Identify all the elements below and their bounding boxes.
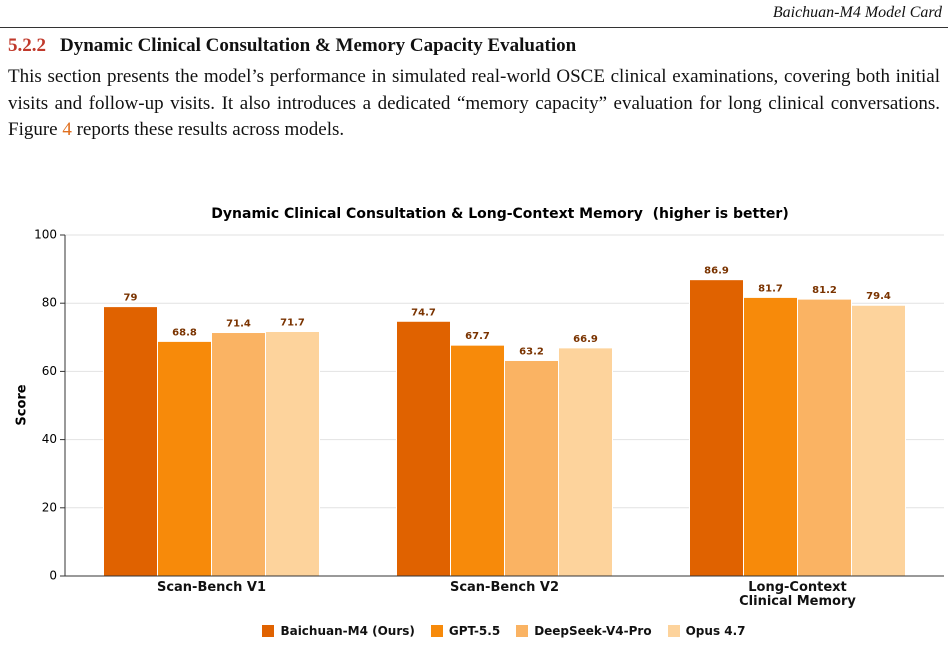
x-tick-label: Long-Context Clinical Memory	[739, 581, 856, 609]
bar	[743, 296, 798, 577]
x-tick-label: Scan-Bench V2	[449, 581, 560, 595]
bar	[157, 340, 212, 577]
y-tick-label: 60	[42, 364, 57, 378]
value-label: 66.9	[573, 334, 598, 345]
paragraph: This section presents the model’s perfor…	[8, 64, 940, 144]
y-tick-label: 0	[49, 569, 57, 583]
value-label: 86.9	[704, 266, 729, 277]
header-rule	[0, 27, 948, 28]
running-header: Baichuan-M4 Model Card	[772, 4, 942, 21]
value-label: 79	[124, 293, 138, 304]
bar	[103, 306, 158, 577]
legend-swatch	[667, 625, 680, 637]
chart-title: Dynamic Clinical Consultation & Long-Con…	[211, 206, 788, 222]
bar	[396, 320, 451, 577]
value-label: 74.7	[411, 307, 436, 318]
x-tick-label-box: Scan-Bench V2	[449, 581, 560, 595]
value-label: 81.7	[758, 283, 783, 294]
bar	[504, 359, 559, 577]
section-title: Dynamic Clinical Consultation & Memory C…	[60, 35, 577, 56]
legend-item: DeepSeek-V4-Pro	[516, 624, 652, 638]
legend-label: Baichuan-M4 (Ours)	[280, 624, 415, 638]
y-axis-label: Score	[15, 384, 30, 425]
bar	[558, 347, 613, 577]
x-tick-label: Scan-Bench V1	[156, 581, 267, 595]
legend-label: DeepSeek-V4-Pro	[534, 624, 652, 638]
value-label: 67.7	[465, 331, 490, 342]
value-label: 68.8	[172, 327, 197, 338]
legend-item: Opus 4.7	[667, 624, 746, 638]
legend-item: Baichuan-M4 (Ours)	[262, 624, 415, 638]
paragraph-text: This section presents the model’s perfor…	[8, 66, 940, 140]
value-label: 79.4	[866, 291, 891, 302]
value-label: 71.7	[280, 318, 305, 329]
legend-label: Opus 4.7	[685, 624, 746, 638]
value-label: 81.2	[812, 285, 837, 296]
value-label: 71.4	[226, 319, 251, 330]
paragraph-text: reports these results across models.	[71, 119, 345, 140]
bar	[211, 332, 266, 577]
value-label: 63.2	[519, 346, 544, 357]
y-tick-label: 80	[42, 296, 57, 310]
legend-swatch	[516, 625, 529, 637]
legend-label: GPT-5.5	[448, 624, 501, 638]
section-heading: 5.2.2 Dynamic Clinical Consultation & Mem…	[8, 35, 576, 57]
bar	[797, 298, 852, 577]
legend-swatch	[430, 625, 443, 637]
x-tick-label-box: Scan-Bench V1	[156, 581, 267, 595]
section-number: 5.2.2	[8, 35, 46, 56]
bar	[851, 304, 906, 577]
y-tick-label: 20	[42, 500, 57, 514]
y-tick-label: 40	[42, 432, 57, 446]
legend-swatch	[262, 625, 275, 637]
legend: Baichuan-M4 (Ours) GPT-5.5 DeepSeek-V4-Pro…	[60, 624, 948, 638]
figure-ref[interactable]: 4	[62, 119, 72, 140]
legend-item: GPT-5.5	[430, 624, 501, 638]
bar	[689, 279, 744, 577]
bar	[265, 331, 320, 577]
bar	[450, 344, 505, 577]
x-tick-label-box: Long-Context Clinical Memory	[739, 581, 856, 609]
y-tick-label: 100	[34, 228, 57, 242]
